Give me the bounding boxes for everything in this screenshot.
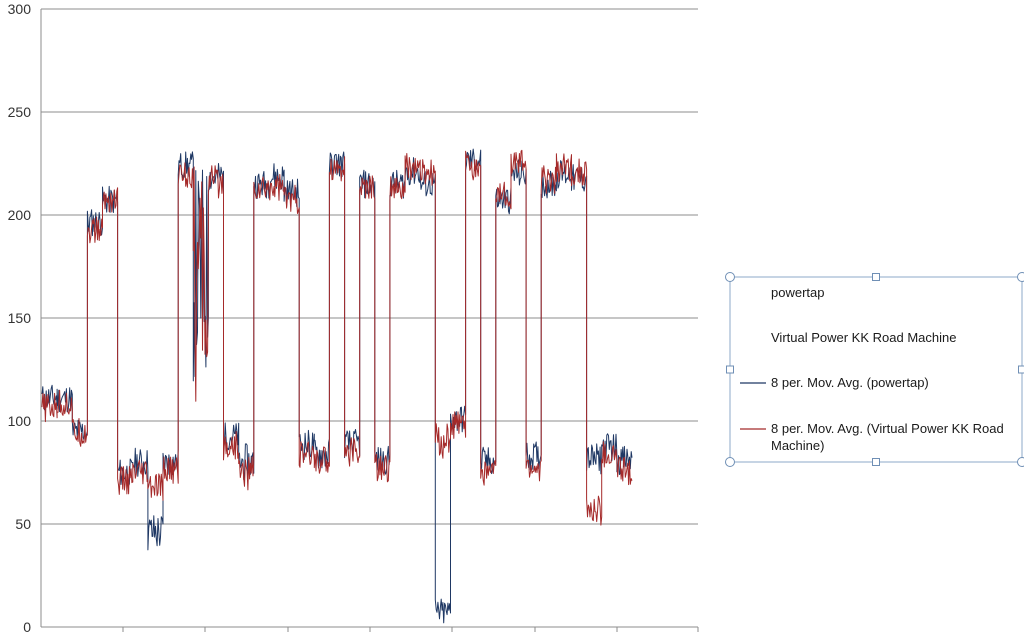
y-tick-label: 200	[8, 207, 32, 223]
legend-resize-handle[interactable]	[725, 457, 735, 467]
legend-box[interactable]	[729, 276, 1023, 463]
series-line-virtual-power-avg	[41, 149, 633, 526]
y-tick-label: 150	[8, 310, 32, 326]
series-line-powertap-avg	[41, 148, 633, 624]
legend-label: Machine)	[771, 438, 824, 453]
y-tick-label: 50	[15, 516, 31, 532]
legend-resize-handle[interactable]	[1018, 365, 1024, 374]
y-tick-label: 0	[23, 619, 31, 635]
legend-resize-handle[interactable]	[1017, 457, 1024, 467]
y-tick-label: 300	[8, 1, 32, 17]
x-axis	[41, 626, 699, 632]
legend-label: 8 per. Mov. Avg. (Virtual Power KK Road	[771, 421, 1004, 436]
y-tick-label: 250	[8, 104, 32, 120]
legend-resize-handle[interactable]	[726, 365, 734, 374]
legend-resize-handle[interactable]	[872, 458, 880, 466]
y-axis: 0 50 100 150 200 250 300	[8, 1, 42, 635]
legend-resize-handle[interactable]	[725, 272, 735, 282]
legend-label: Virtual Power KK Road Machine	[771, 330, 956, 345]
legend-label: 8 per. Mov. Avg. (powertap)	[771, 375, 929, 390]
legend-resize-handle[interactable]	[1017, 272, 1024, 282]
legend-resize-handle[interactable]	[872, 273, 880, 281]
series-lines	[41, 148, 633, 624]
gridlines	[41, 8, 698, 525]
legend-label: powertap	[771, 285, 824, 300]
legend[interactable]: powertap Virtual Power KK Road Machine 8 p…	[725, 272, 1024, 467]
y-tick-label: 100	[8, 413, 32, 429]
